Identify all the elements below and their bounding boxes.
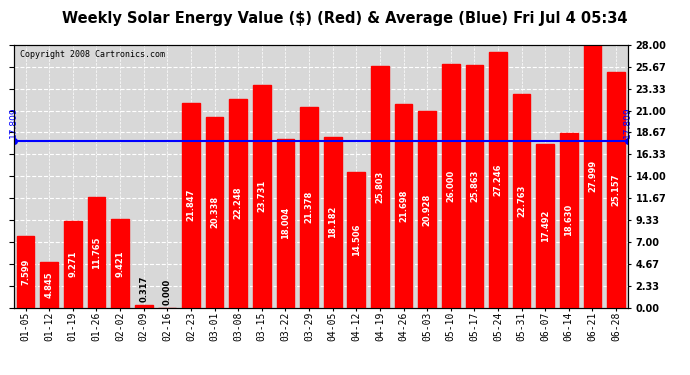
Text: 20.928: 20.928 [423,193,432,225]
Text: 4.845: 4.845 [45,272,54,298]
Text: 9.421: 9.421 [116,250,125,277]
Bar [182,103,200,308]
Text: 9.271: 9.271 [68,251,77,277]
Bar [513,94,531,308]
Bar [277,139,294,308]
Bar [17,236,34,308]
Bar [229,99,247,308]
Text: 17.492: 17.492 [541,209,550,242]
Text: 23.731: 23.731 [257,180,266,212]
Bar [442,64,460,308]
Bar [418,111,436,308]
Bar [206,117,224,308]
Text: 25.803: 25.803 [375,170,384,202]
Text: 21.847: 21.847 [186,189,195,221]
Text: 18.182: 18.182 [328,206,337,238]
Text: 21.698: 21.698 [399,190,408,222]
Bar [607,72,625,308]
Text: 25.863: 25.863 [470,170,479,202]
Text: 22.248: 22.248 [234,187,243,219]
Text: 0.000: 0.000 [163,278,172,304]
Text: 18.630: 18.630 [564,204,573,236]
Bar [466,65,483,308]
Text: Weekly Solar Energy Value ($) (Red) & Average (Blue) Fri Jul 4 05:34: Weekly Solar Energy Value ($) (Red) & Av… [62,11,628,26]
Text: 11.765: 11.765 [92,236,101,268]
Text: 0.317: 0.317 [139,275,148,302]
Bar [584,45,601,308]
Bar [64,220,81,308]
Bar [348,171,365,308]
Text: 27.999: 27.999 [588,160,597,192]
Text: 21.378: 21.378 [304,191,313,224]
Text: 17.809: 17.809 [623,106,633,138]
Text: 14.506: 14.506 [352,223,361,256]
Bar [300,107,318,308]
Bar [324,137,342,308]
Bar [560,133,578,308]
Text: 18.004: 18.004 [281,207,290,239]
Bar [41,262,58,308]
Text: 27.246: 27.246 [493,164,502,196]
Text: 7.599: 7.599 [21,259,30,285]
Text: 26.000: 26.000 [446,170,455,202]
Bar [111,219,129,308]
Text: Copyright 2008 Cartronics.com: Copyright 2008 Cartronics.com [20,50,165,59]
Bar [395,104,413,308]
Bar [253,85,270,308]
Bar [371,66,388,308]
Bar [88,197,106,308]
Text: 17.809: 17.809 [9,106,19,138]
Bar [135,304,152,307]
Text: 20.338: 20.338 [210,196,219,228]
Text: 22.763: 22.763 [517,184,526,217]
Bar [489,52,507,308]
Text: 25.157: 25.157 [611,173,620,206]
Bar [536,144,554,308]
